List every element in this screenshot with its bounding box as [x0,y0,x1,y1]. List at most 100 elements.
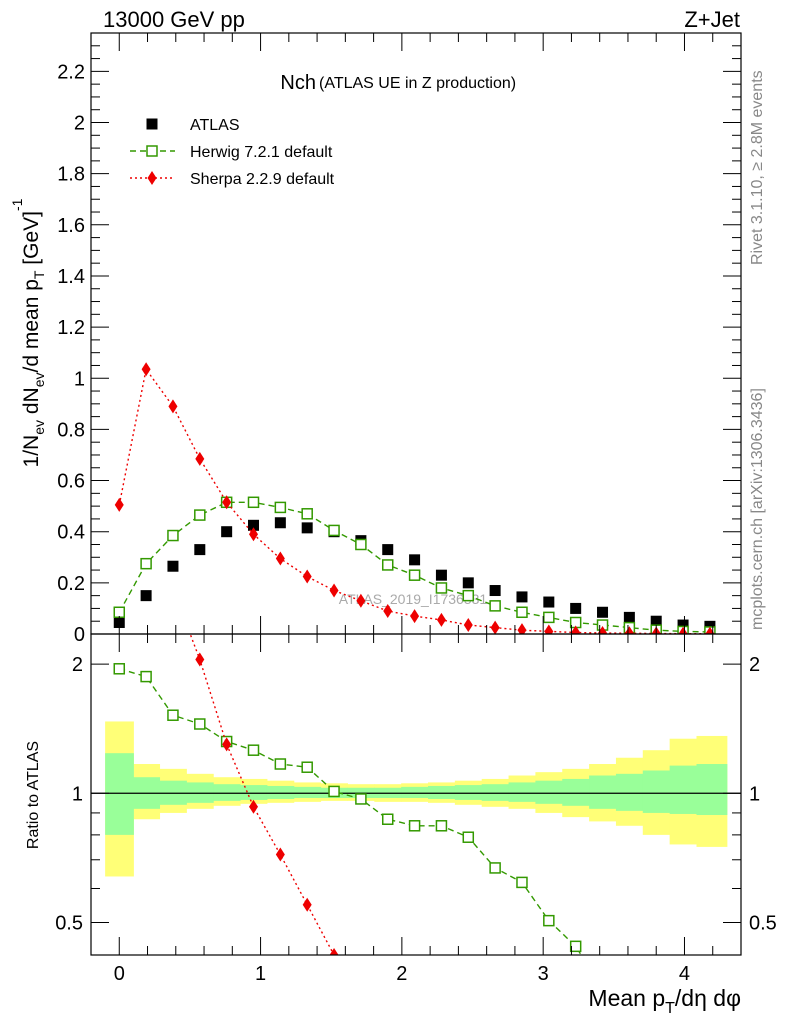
main-herwig-7-2-1-default-point [113,606,126,619]
main-y-tick-label: 1 [74,368,85,390]
main-sherpa-2-2-9-default-point [490,620,500,634]
header-collision-label: 13000 GeV pp [103,7,245,32]
ratio-herwig-7-2-1-default-point [569,940,582,953]
main-herwig-7-2-1-default-point [435,582,448,594]
ratio-y-tick-label: 1 [72,783,83,805]
main-chart-subtitle: (ATLAS UE in Z production) [319,75,516,92]
x-tick-label: 3 [538,963,549,985]
main-panel: 0 0.2 0.4 0.6 0.8 1 1.2 1.4 1.6 1.8 2 2.2 ATLAS_201… [9,32,742,646]
ratio-herwig-7-2-1-default-point [167,709,179,721]
main-y-tick-label: 1.4 [57,266,85,288]
legend: ATLAS Herwig 7.2.1 default Sherpa 2.2.9 de… [130,117,335,188]
ratio-sherpa-2-2-9-default-line [189,634,335,955]
ratio-sherpa-2-2-9-default-point [195,652,205,667]
main-sherpa-2-2-9-default-point [517,623,527,634]
mcplots-label: mcplots.cern.ch [arXiv:1306.3436] [749,388,766,630]
main-atlas-point [462,577,474,589]
main-y-tick-label: 0.8 [57,419,85,441]
legend-marker [147,171,157,185]
main-y-tick-label: 0.2 [57,573,85,595]
ratio-inner-band-bin [105,753,134,835]
main-y-tick-label: 1.6 [57,215,85,237]
main-series-group [113,362,716,634]
legend-label: Sherpa 2.2.9 default [190,171,335,188]
main-atlas-point [489,585,501,597]
main-y-tick-label: 1.8 [57,164,85,186]
ratio-inner-band-bin [213,784,241,801]
main-atlas-point [570,602,582,614]
ratio-sherpa-2-2-9-default-point [222,737,232,752]
main-sherpa-2-2-9-default-point [410,609,420,624]
main-atlas-point [301,522,313,534]
ratio-y-tick-label: 2 [72,654,83,676]
main-y-tick-label: 1.2 [57,317,85,339]
ratio-series-group [113,581,582,1007]
main-herwig-7-2-1-default-point [274,501,287,514]
legend-item-sherpa-2-2-9-default: Sherpa 2.2.9 default [130,171,335,188]
legend-item-herwig-7-2-1-default: Herwig 7.2.1 default [130,144,333,161]
main-sherpa-2-2-9-default-point [571,625,581,634]
main-herwig-7-2-1-default-point [516,606,528,619]
x-tick-label: 1 [255,963,266,985]
legend-label: ATLAS [190,117,240,134]
ratio-sherpa-2-2-9-default-point [356,993,365,1007]
main-atlas-point [248,519,259,531]
ratio-herwig-7-2-1-default-point [435,820,448,832]
main-y-ticks: 0 0.2 0.4 0.6 0.8 1 1.2 1.4 1.6 1.8 2 2.2 [57,45,741,646]
main-herwig-7-2-1-default-point [462,589,475,602]
legend-marker [146,145,158,157]
main-atlas-point [167,560,179,572]
ratio-herwig-7-2-1-default-point [274,758,287,770]
main-atlas-point [516,591,528,603]
svg-text:1/Nev dNev/d mean pT [GeV]-1: 1/Nev dNev/d mean pT [GeV]-1 [9,198,47,467]
main-y-tick-label: 0.6 [57,471,85,493]
main-atlas-point [597,606,609,618]
header-process-label: Z+Jet [684,7,740,32]
main-atlas-point [650,615,662,627]
x-tick-label: 4 [679,963,690,985]
main-y-tick-label: 2.2 [57,61,85,83]
main-sherpa-2-2-9-default-point [329,583,339,598]
main-atlas-point [382,544,394,556]
legend-item-atlas: ATLAS [146,117,240,134]
watermark-label: ATLAS_2019_I1736531 [339,591,488,607]
ratio-herwig-7-2-1-default-point [381,813,394,825]
main-sherpa-2-2-9-default-point [168,399,178,414]
ratio-inner-band-bin [669,765,697,814]
main-herwig-7-2-1-default-point [408,569,421,581]
ratio-herwig-7-2-1-default-point [301,761,313,773]
ratio-y-tick-label-right: 1 [749,783,760,805]
main-sherpa-2-2-9-default-point [141,362,151,377]
ratio-sherpa-2-2-9-default-point [249,799,258,814]
ratio-sherpa-2-2-9-default-point [168,581,177,595]
main-y-tick-label: 0.4 [57,522,85,544]
ratio-herwig-7-2-1-default-point [247,744,260,756]
main-sherpa-2-2-9-default-point [544,624,554,634]
main-atlas-point [140,590,152,602]
main-herwig-7-2-1-default-point [543,611,555,624]
main-sherpa-2-2-9-default-point [678,626,688,634]
ratio-sherpa-2-2-9-default-point [302,897,312,912]
ratio-y-tick-label-right: 2 [749,654,760,676]
ratio-panel: 0.5 0.5 1 1 2 2 0 1 2 3 4 Ratio to ATLAS Mean pT/… [25,33,777,1017]
main-atlas-point [677,619,689,631]
ratio-inner-band-bin [186,782,214,803]
main-sherpa-2-2-9-default-point [624,626,634,634]
ratio-y-tick-label-right: 0.5 [749,912,777,934]
ratio-frame [90,633,742,956]
main-herwig-7-2-1-default-point [489,600,501,612]
ratio-inner-band-bin [589,775,617,809]
main-herwig-7-2-1-default-point [301,508,313,520]
ratio-inner-band-bin [428,785,456,799]
main-sherpa-2-2-9-default-point [436,612,446,627]
main-y-tick-label: 2 [74,113,85,135]
main-herwig-7-2-1-default-point [194,509,206,521]
main-sherpa-2-2-9-default-point [275,551,285,566]
ratio-herwig-7-2-1-default-point [194,718,206,730]
main-sherpa-2-2-9-default-point [463,618,473,633]
x-tick-label: 0 [114,963,125,985]
ratio-herwig-7-2-1-default-point [462,831,475,843]
ratio-inner-band-bin [454,785,483,800]
main-frame [90,32,742,635]
